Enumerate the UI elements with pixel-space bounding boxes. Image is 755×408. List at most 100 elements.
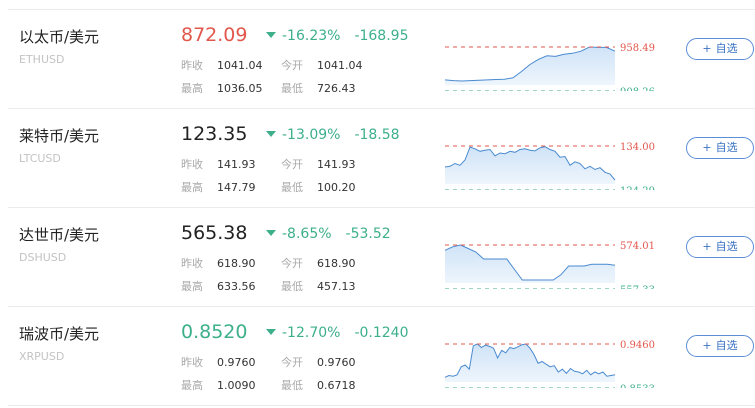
chart-high-label: 134.00 — [620, 142, 655, 153]
sparkline-line — [444, 46, 616, 82]
plus-icon: + — [702, 141, 712, 154]
open-value: 0.9760 — [317, 356, 356, 369]
change-group: -16.23% -168.95 — [266, 28, 408, 44]
add-favorite-label: 自选 — [715, 240, 738, 253]
open-value: 1041.04 — [317, 59, 363, 72]
down-triangle-icon — [266, 32, 276, 38]
prev-close-label: 昨收 — [181, 257, 203, 270]
sparkline-chart: 574.01 557.33 — [444, 241, 655, 289]
stat-high: 最高 147.79 — [181, 179, 256, 195]
change-percent: -16.23% — [282, 28, 341, 44]
change-amount: -168.95 — [354, 28, 409, 44]
low-value: 100.20 — [317, 181, 356, 194]
stat-prev-close: 昨收 0.9760 — [181, 354, 256, 370]
sparkline-chart: 0.9460 0.8533 — [444, 340, 655, 388]
high-value: 1036.05 — [217, 82, 263, 95]
open-value: 141.93 — [317, 158, 356, 171]
stat-open: 今开 0.9760 — [281, 354, 356, 370]
sparkline-chart: 134.00 124.29 — [444, 142, 655, 190]
pair-code: ETHUSD — [19, 53, 65, 66]
add-favorite-label: 自选 — [715, 141, 738, 154]
prev-close-label: 昨收 — [181, 59, 203, 72]
pair-code: LTCUSD — [19, 152, 61, 165]
chart-low-label: 0.8533 — [620, 384, 655, 388]
open-value: 618.90 — [317, 257, 356, 270]
high-label: 最高 — [181, 379, 203, 392]
open-label: 今开 — [281, 356, 303, 369]
quote-row[interactable]: 莱特币/美元 LTCUSD 123.35 -13.09% -18.58 昨收 141.93 今… — [0, 109, 755, 208]
prev-close-value: 618.90 — [217, 257, 256, 270]
down-triangle-icon — [266, 230, 276, 236]
change-amount: -18.58 — [354, 127, 400, 143]
pair-code: DSHUSD — [19, 251, 67, 264]
stat-high: 最高 1036.05 — [181, 80, 263, 96]
stat-high: 最高 1.0090 — [181, 377, 256, 393]
low-label: 最低 — [281, 280, 303, 293]
stat-open: 今开 618.90 — [281, 255, 356, 271]
row-divider — [8, 306, 755, 307]
add-favorite-label: 自选 — [715, 339, 738, 352]
stat-prev-close: 昨收 1041.04 — [181, 57, 263, 73]
row-divider — [8, 207, 755, 208]
change-percent: -12.70% — [282, 325, 341, 341]
sparkline-chart: 958.49 908.26 — [444, 43, 655, 91]
change-group: -12.70% -0.1240 — [266, 325, 408, 341]
high-label: 最高 — [181, 280, 203, 293]
chart-high-label: 958.49 — [620, 43, 655, 54]
prev-close-value: 0.9760 — [217, 356, 256, 369]
row-divider — [8, 108, 755, 109]
quote-row[interactable]: 瑞波币/美元 XRPUSD 0.8520 -12.70% -0.1240 昨收 0.9760… — [0, 307, 755, 406]
change-amount: -53.52 — [345, 226, 391, 242]
pair-name: 莱特币/美元 — [19, 127, 100, 145]
down-triangle-icon — [266, 131, 276, 137]
high-value: 1.0090 — [217, 379, 256, 392]
add-favorite-button[interactable]: + 自选 — [686, 236, 754, 258]
prev-close-value: 1041.04 — [217, 59, 263, 72]
list-top-border — [8, 9, 755, 10]
plus-icon: + — [702, 339, 712, 352]
chart-high-label: 0.9460 — [620, 340, 655, 351]
add-favorite-button[interactable]: + 自选 — [686, 335, 754, 357]
stat-low: 最低 100.20 — [281, 179, 356, 195]
sparkline-area — [445, 245, 615, 283]
high-label: 最高 — [181, 181, 203, 194]
chart-low-label: 908.26 — [620, 87, 655, 91]
pair-code: XRPUSD — [19, 350, 65, 363]
pair-name: 达世币/美元 — [19, 226, 100, 244]
stat-high: 最高 633.56 — [181, 278, 256, 294]
sparkline-line — [444, 343, 616, 378]
last-price: 565.38 — [181, 222, 248, 244]
high-value: 147.79 — [217, 181, 256, 194]
change-group: -8.65% -53.52 — [266, 226, 391, 242]
prev-close-label: 昨收 — [181, 158, 203, 171]
down-triangle-icon — [266, 329, 276, 335]
row-divider — [8, 405, 755, 406]
open-label: 今开 — [281, 158, 303, 171]
plus-icon: + — [702, 240, 712, 253]
open-label: 今开 — [281, 59, 303, 72]
change-percent: -8.65% — [282, 226, 332, 242]
sparkline-area — [445, 47, 615, 85]
low-label: 最低 — [281, 82, 303, 95]
last-price: 872.09 — [181, 24, 248, 46]
quote-row[interactable]: 以太币/美元 ETHUSD 872.09 -16.23% -168.95 昨收 1041.0… — [0, 10, 755, 109]
sparkline-area — [445, 146, 615, 184]
chart-low-label: 557.33 — [620, 285, 655, 289]
high-label: 最高 — [181, 82, 203, 95]
open-label: 今开 — [281, 257, 303, 270]
quote-row[interactable]: 达世币/美元 DSHUSD 565.38 -8.65% -53.52 昨收 618.90 今开… — [0, 208, 755, 307]
change-amount: -0.1240 — [354, 325, 409, 341]
stat-low: 最低 0.6718 — [281, 377, 356, 393]
stat-low: 最低 726.43 — [281, 80, 356, 96]
stat-prev-close: 昨收 141.93 — [181, 156, 256, 172]
pair-name: 瑞波币/美元 — [19, 325, 100, 343]
stat-prev-close: 昨收 618.90 — [181, 255, 256, 271]
sparkline-area — [445, 344, 615, 382]
add-favorite-button[interactable]: + 自选 — [686, 137, 754, 159]
chart-high-label: 574.01 — [620, 241, 655, 252]
stat-open: 今开 141.93 — [281, 156, 356, 172]
change-percent: -13.09% — [282, 127, 341, 143]
add-favorite-button[interactable]: + 自选 — [686, 38, 754, 60]
last-price: 123.35 — [181, 123, 248, 145]
add-favorite-label: 自选 — [715, 42, 738, 55]
